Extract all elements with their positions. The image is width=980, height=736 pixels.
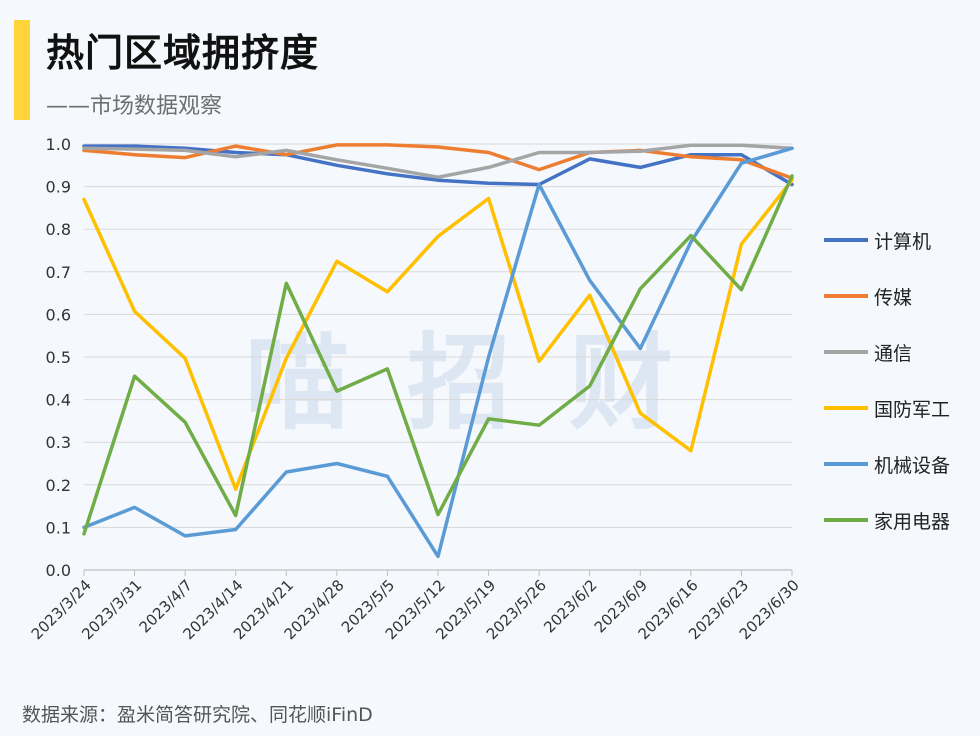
legend-label: 机械设备 (874, 454, 951, 477)
legend-swatch (824, 518, 868, 522)
y-tick-label: 0.4 (46, 391, 71, 410)
legend-label: 国防军工 (874, 398, 951, 421)
page-title: 热门区域拥挤度 (46, 31, 320, 75)
y-tick-label: 0.0 (46, 561, 71, 580)
y-tick-label: 0.8 (46, 220, 71, 239)
source-note: 数据来源：盈米简答研究院、同花顺iFinD (22, 704, 373, 726)
legend-label: 家用电器 (874, 510, 951, 533)
legend-item: 计算机 (824, 212, 950, 268)
legend-swatch (824, 462, 868, 466)
legend-label: 传媒 (874, 286, 913, 309)
y-tick-label: 1.0 (46, 135, 71, 154)
x-tick-label: 2023/6/2 (540, 576, 600, 636)
y-tick-label: 0.2 (46, 476, 71, 495)
page-subtitle: ——市场数据观察 (46, 94, 223, 119)
legend-swatch (824, 350, 868, 354)
y-tick-label: 0.9 (46, 178, 71, 197)
y-tick-label: 0.1 (46, 518, 71, 537)
legend-label: 通信 (874, 342, 913, 365)
y-tick-label: 0.5 (46, 348, 71, 367)
legend-item: 通信 (824, 324, 950, 380)
legend-label: 计算机 (874, 230, 932, 253)
series-line-5 (82, 146, 794, 559)
title-accent-bar (14, 20, 30, 120)
legend-swatch (824, 294, 868, 298)
series-line-6 (82, 174, 794, 536)
y-tick-label: 0.7 (46, 263, 71, 282)
series-line-4 (82, 178, 794, 491)
legend-item: 传媒 (824, 268, 950, 324)
legend-item: 国防军工 (824, 380, 950, 436)
series-line-3 (82, 143, 794, 179)
legend-swatch (824, 238, 868, 242)
legend-swatch (824, 406, 868, 410)
chart-legend: 计算机传媒通信国防军工机械设备家用电器 (824, 212, 950, 548)
legend-item: 机械设备 (824, 436, 950, 492)
legend-item: 家用电器 (824, 492, 950, 548)
y-tick-label: 0.3 (46, 433, 71, 452)
y-tick-label: 0.6 (46, 305, 71, 324)
series-line-1 (82, 144, 794, 187)
